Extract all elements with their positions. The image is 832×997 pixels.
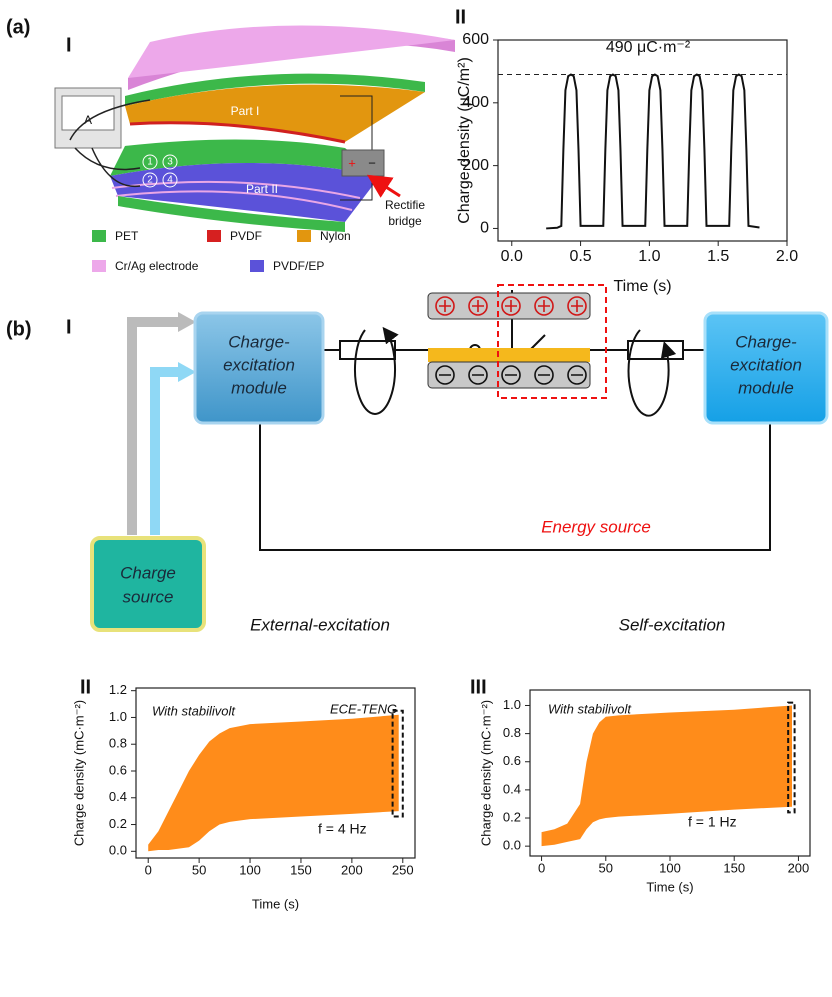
rectifier-sign: + xyxy=(348,155,356,170)
y-tick-label: 0.4 xyxy=(503,781,521,796)
panel-label: I xyxy=(66,34,72,56)
annotation: With stabilivolt xyxy=(548,701,632,716)
panel-label: I xyxy=(66,316,72,338)
arrow xyxy=(155,372,180,535)
panel-label: III xyxy=(470,676,487,698)
module-label: excitation xyxy=(223,355,295,374)
rectifier-sign: − xyxy=(368,155,376,170)
x-tick-label: 1.5 xyxy=(707,248,729,265)
x-tick-label: 0 xyxy=(538,860,545,875)
y-axis-label: Charge density (mC·m⁻²) xyxy=(478,700,493,846)
circle-number: 3 xyxy=(167,157,173,168)
mode-label: Self-excitation xyxy=(619,615,726,634)
arrow xyxy=(178,362,196,382)
x-axis-label: Time (s) xyxy=(252,896,299,911)
y-axis-label: Charge density (mC·m⁻²) xyxy=(71,700,86,846)
module-label: Charge- xyxy=(735,332,797,351)
circle-number: 2 xyxy=(147,175,153,186)
y-tick-label: 0.8 xyxy=(109,736,127,751)
x-tick-label: 0.0 xyxy=(501,248,523,265)
y-tick-label: 0.2 xyxy=(503,809,521,824)
source-label: source xyxy=(122,587,173,606)
device-diagram: A 1 3 2 4 Part I Part II + − Rectifie br… xyxy=(55,25,455,273)
panel-label: (a) xyxy=(6,16,30,38)
x-tick-label: 200 xyxy=(341,862,363,877)
circuit-diagram xyxy=(255,290,775,550)
range-area xyxy=(542,705,792,846)
x-tick-label: 50 xyxy=(599,860,613,875)
y-tick-label: 1.0 xyxy=(503,697,521,712)
y-tick-label: 0.0 xyxy=(503,838,521,853)
figure: (a) I II (b) I II III A 1 3 2 4 Part I P… xyxy=(0,0,832,997)
legend-label: Nylon xyxy=(320,229,351,243)
part-label: Part I xyxy=(231,104,260,118)
y-tick-label: 0.6 xyxy=(109,762,127,777)
rectifier-label: Rectifie xyxy=(385,198,425,212)
x-tick-label: 1.0 xyxy=(638,248,660,265)
annotation: f = 1 Hz xyxy=(688,814,737,830)
plates xyxy=(428,285,606,398)
plot-frame xyxy=(498,40,787,241)
energy-source-label: Energy source xyxy=(541,517,651,536)
module-label: excitation xyxy=(730,355,802,374)
panel-label: II xyxy=(80,676,91,698)
y-tick-label: 600 xyxy=(462,31,489,48)
circle-number: 1 xyxy=(147,157,153,168)
annotation: ECE-TENG xyxy=(330,701,397,716)
x-tick-label: 0 xyxy=(145,862,152,877)
x-tick-label: 100 xyxy=(659,860,681,875)
data-line xyxy=(546,75,759,229)
y-tick-label: 0.8 xyxy=(503,725,521,740)
panel-label: (b) xyxy=(6,318,32,340)
x-tick-label: 150 xyxy=(290,862,312,877)
x-tick-label: 100 xyxy=(239,862,261,877)
y-tick-label: 1.2 xyxy=(109,682,127,697)
part-label: Part II xyxy=(246,182,278,196)
y-tick-label: 1.0 xyxy=(109,709,127,724)
source-box xyxy=(92,538,204,630)
legend-label: PVDF xyxy=(230,229,262,243)
circle-number: 4 xyxy=(167,175,173,186)
y-tick-label: 0 xyxy=(480,220,489,237)
legend-label: PET xyxy=(115,229,139,243)
y-axis-label: Charge density (μC/m²) xyxy=(456,57,473,224)
module-label: module xyxy=(231,378,287,397)
y-tick-label: 0.4 xyxy=(109,789,127,804)
annotation: f = 4 Hz xyxy=(318,821,367,837)
arrow xyxy=(178,312,196,332)
module-label: Charge- xyxy=(228,332,290,351)
y-tick-label: 0.2 xyxy=(109,816,127,831)
module-label: module xyxy=(738,378,794,397)
y-tick-label: 0.6 xyxy=(503,753,521,768)
rectifier-label: bridge xyxy=(388,214,422,228)
mode-label: External-excitation xyxy=(250,615,390,634)
x-axis-label: Time (s) xyxy=(646,879,693,894)
panel-label: II xyxy=(455,6,466,28)
legend-label: PVDF/EP xyxy=(273,259,324,273)
x-tick-label: 0.5 xyxy=(569,248,591,265)
x-axis-label: Time (s) xyxy=(613,278,671,295)
x-tick-label: 2.0 xyxy=(776,248,798,265)
x-tick-label: 250 xyxy=(392,862,414,877)
x-tick-label: 200 xyxy=(788,860,810,875)
annotation: With stabilivolt xyxy=(152,703,236,718)
annotation: 490 μC·m⁻² xyxy=(606,39,691,56)
source-label: Charge xyxy=(120,563,176,582)
x-tick-label: 50 xyxy=(192,862,206,877)
y-tick-label: 0.0 xyxy=(109,843,127,858)
legend-label: Cr/Ag electrode xyxy=(115,259,199,273)
x-tick-label: 150 xyxy=(723,860,745,875)
